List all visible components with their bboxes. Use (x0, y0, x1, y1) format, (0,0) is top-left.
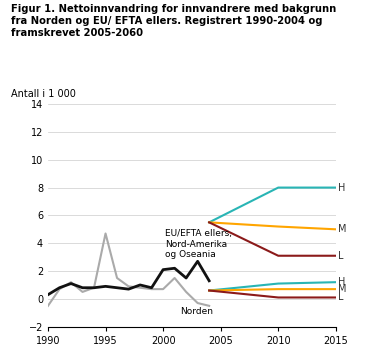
Text: EU/EFTA ellers,
Nord-Amerika
og Oseania: EU/EFTA ellers, Nord-Amerika og Oseania (165, 229, 232, 259)
Text: H: H (338, 277, 345, 287)
Text: M: M (338, 284, 346, 294)
Text: L: L (338, 293, 344, 303)
Text: Norden: Norden (180, 307, 213, 316)
Text: Figur 1. Nettoinnvandring for innvandrere med bakgrunn
fra Norden og EU/ EFTA el: Figur 1. Nettoinnvandring for innvandrer… (11, 4, 336, 38)
Text: H: H (338, 183, 345, 192)
Text: M: M (338, 224, 346, 234)
Text: L: L (338, 251, 344, 261)
Text: Antall i 1 000: Antall i 1 000 (11, 89, 76, 99)
